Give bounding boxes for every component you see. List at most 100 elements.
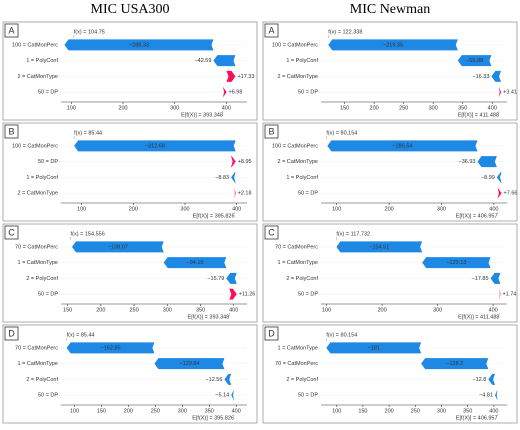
panel-label: D [268, 328, 275, 338]
base-label: E[f(X)] = 395.826 [193, 213, 235, 219]
x-tick-label: 100 [70, 408, 79, 414]
row-label: 70 = CatMonPerc [15, 244, 58, 250]
x-tick-label: 200 [377, 307, 386, 313]
panel-frame [2, 324, 258, 424]
value-label: −219.35 [383, 42, 403, 48]
base-label: E[f(X)] = 406.957 [456, 415, 498, 421]
shap-bar [74, 140, 236, 152]
value-label: −16.33 [472, 74, 489, 80]
row-label: 100 = CatMonPerc [272, 143, 318, 149]
base-label: E[f(X)] = 395.826 [192, 415, 234, 421]
x-tick-label: 100 [77, 206, 86, 212]
x-tick-label: 300 [433, 307, 442, 313]
shap-bar [64, 39, 214, 51]
panel-label: C [8, 227, 15, 237]
value-label: −15.79 [207, 276, 224, 282]
row-label: 2 = PolyConf [26, 377, 58, 383]
value-label: −123.13 [446, 260, 466, 266]
value-label: −8.99 [481, 175, 495, 181]
value-label: +2.18 [238, 191, 252, 197]
panel-label: D [8, 328, 15, 338]
x-tick-label: 350 [205, 408, 214, 414]
value-label: −17.85 [472, 276, 489, 282]
panel-label-box [264, 326, 279, 341]
shap-bar [499, 86, 502, 98]
value-label: −128.2 [446, 361, 463, 367]
x-tick-label: 300 [163, 307, 172, 313]
x-tick-label: 100 [322, 307, 331, 313]
row-label: 1 = PolyConf [26, 175, 58, 181]
shap-bar [421, 358, 489, 370]
row-label: 50 = DP [38, 159, 58, 165]
x-tick-label: 250 [411, 408, 420, 414]
shap-bar [154, 358, 225, 370]
x-tick-label: 300 [437, 206, 446, 212]
row-label: 2 = CatMonType [277, 159, 318, 165]
shap-bar [491, 70, 502, 82]
row-label: 50 = DP [298, 90, 318, 96]
value-label: +6.98 [229, 90, 243, 96]
panel-label: C [268, 227, 275, 237]
fx-label: f(x) = 117.732 [336, 231, 370, 237]
value-label: −138.07 [108, 244, 128, 250]
row-label: 2 = CatMonType [17, 74, 58, 80]
x-tick-label: 300 [429, 105, 438, 111]
x-tick-label: 400 [489, 206, 498, 212]
fx-label: f(x) = 80.154 [326, 332, 357, 338]
column-title: MIC Newman [350, 2, 431, 17]
value-label: +8.95 [238, 159, 252, 165]
shap-bar [499, 288, 501, 300]
panel-frame [262, 21, 518, 121]
x-tick-label: 400 [489, 408, 498, 414]
shap-bar [222, 86, 227, 98]
value-label: +11.26 [239, 292, 256, 298]
shap-bar [495, 389, 498, 401]
shap-bar [163, 257, 227, 269]
row-label: 50 = DP [38, 393, 58, 399]
row-label: 50 = DP [298, 393, 318, 399]
row-label: 70 = CatMonPerc [275, 244, 318, 250]
column-title: MIC USA300 [91, 2, 170, 17]
row-label: 1 = PolyConf [26, 58, 58, 64]
row-label: 70 = CatMonPerc [275, 361, 318, 367]
shap-bar [229, 288, 237, 300]
row-label: 50 = DP [298, 191, 318, 197]
value-label: −56.88 [466, 58, 483, 64]
shap-bar [422, 257, 491, 269]
fx-label: f(x) = 122.338 [328, 29, 362, 35]
x-tick-label: 400 [489, 307, 498, 313]
shap-bar [497, 187, 502, 199]
x-tick-label: 100 [332, 408, 341, 414]
x-tick-label: 300 [170, 105, 179, 111]
shap-bar [457, 55, 492, 67]
x-tick-label: 400 [232, 408, 241, 414]
x-tick-label: 300 [437, 408, 446, 414]
value-label: −129.84 [179, 361, 199, 367]
x-tick-label: 400 [229, 307, 238, 313]
x-tick-label: 350 [458, 105, 467, 111]
x-tick-label: 350 [196, 307, 205, 313]
shap-bar [231, 389, 234, 401]
row-label: 2 = PolyConf [286, 276, 318, 282]
row-label: 1 = CatMonType [277, 260, 318, 266]
shap-bar [496, 171, 502, 183]
panel-frame [2, 122, 258, 222]
row-label: 2 = CatMonType [277, 74, 318, 80]
value-label: −36.93 [459, 159, 476, 165]
value-label: −162.85 [101, 345, 121, 351]
shap-bar [231, 156, 236, 168]
panel-frame [2, 21, 258, 121]
value-label: −4.81 [479, 393, 493, 399]
value-label: −94.19 [187, 260, 204, 266]
panel-label-box [4, 124, 19, 139]
x-tick-label: 150 [97, 408, 106, 414]
shap-bar [490, 272, 501, 284]
row-label: 50 = DP [38, 292, 58, 298]
shap-bar [477, 156, 497, 168]
panel-label-box [4, 23, 19, 38]
row-label: 50 = DP [298, 292, 318, 298]
x-tick-label: 350 [463, 408, 472, 414]
fx-label: f(x) = 85.44 [74, 130, 102, 136]
value-label: −8.83 [215, 175, 229, 181]
